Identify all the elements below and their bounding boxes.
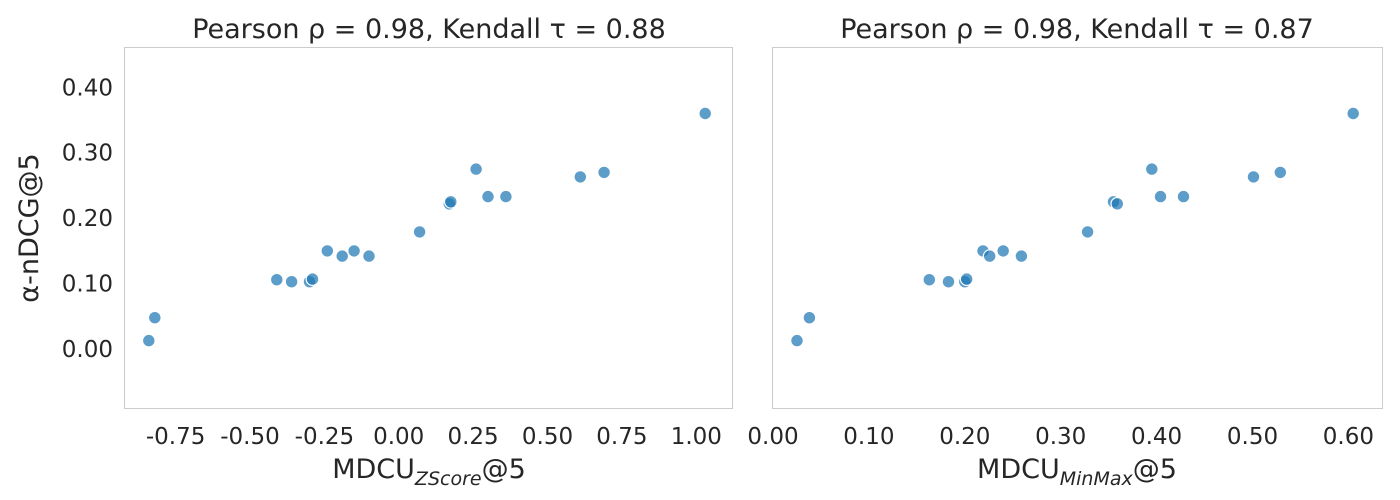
left-data-point bbox=[147, 310, 162, 325]
left-data-point bbox=[320, 243, 335, 258]
left-data-point bbox=[141, 333, 156, 348]
left-y-tick-label: 0.00 bbox=[62, 337, 113, 363]
left-data-point bbox=[362, 249, 376, 264]
left-data-point bbox=[305, 272, 320, 287]
left-panel: Pearson ρ = 0.98, Kendall τ = 0.88 0.000… bbox=[14, 14, 733, 490]
right-chart-title: Pearson ρ = 0.98, Kendall τ = 0.87 bbox=[840, 14, 1314, 45]
left-points bbox=[141, 106, 713, 348]
right-points bbox=[790, 106, 1361, 348]
right-data-point bbox=[1144, 162, 1159, 177]
right-data-point bbox=[1080, 224, 1095, 239]
left-x-tick-label: 0.00 bbox=[373, 424, 424, 450]
left-y-tick-label: 0.30 bbox=[62, 141, 113, 167]
left-y-ticks: 0.00 0.10 0.20 0.30 0.40 bbox=[62, 75, 113, 363]
left-data-point bbox=[412, 224, 427, 239]
right-x-tick-label: 0.30 bbox=[1035, 424, 1086, 450]
left-x-tick-label: 0.25 bbox=[447, 424, 498, 450]
right-data-point bbox=[1014, 249, 1029, 264]
left-data-point bbox=[469, 162, 484, 177]
right-data-point bbox=[982, 249, 997, 264]
left-x-tick-label: -0.50 bbox=[220, 424, 280, 450]
right-data-point bbox=[802, 310, 817, 325]
left-chart-title: Pearson ρ = 0.98, Kendall τ = 0.88 bbox=[192, 14, 666, 45]
right-x-axis-label-base: MDCU bbox=[977, 454, 1060, 485]
right-data-point bbox=[1153, 189, 1168, 204]
left-data-point bbox=[335, 249, 350, 264]
right-data-point bbox=[790, 333, 804, 348]
left-data-point bbox=[499, 189, 513, 204]
right-data-point bbox=[996, 243, 1011, 258]
right-data-point bbox=[1176, 189, 1191, 204]
left-data-point bbox=[347, 243, 362, 258]
left-data-point bbox=[481, 189, 495, 204]
left-x-tick-label: 0.75 bbox=[596, 424, 647, 450]
left-y-tick-label: 0.20 bbox=[62, 206, 113, 232]
right-x-tick-label: 0.10 bbox=[843, 424, 894, 450]
right-data-point bbox=[959, 272, 974, 287]
right-x-tick-label: 0.60 bbox=[1323, 424, 1374, 450]
left-plot-frame bbox=[124, 47, 733, 409]
left-data-point bbox=[284, 274, 299, 289]
left-x-tick-label: -0.25 bbox=[295, 424, 355, 450]
left-data-point bbox=[443, 194, 458, 209]
right-data-point bbox=[1346, 106, 1361, 121]
left-x-tick-label: -0.75 bbox=[146, 424, 206, 450]
right-data-point bbox=[1246, 169, 1261, 184]
left-x-axis-label-subscript: ZScore bbox=[414, 468, 482, 490]
right-x-tick-label: 0.50 bbox=[1227, 424, 1278, 450]
right-x-axis-label-suffix: @5 bbox=[1133, 454, 1177, 485]
left-y-tick-label: 0.10 bbox=[62, 272, 113, 298]
right-data-point bbox=[1110, 196, 1125, 211]
right-data-point bbox=[922, 272, 937, 287]
left-x-axis-label: MDCUZScore@5 bbox=[332, 454, 526, 490]
right-data-point bbox=[941, 274, 956, 289]
right-x-tick-label: 0.20 bbox=[939, 424, 990, 450]
left-x-ticks: -0.75 -0.50 -0.25 0.00 0.25 0.50 0.75 1.00 bbox=[146, 424, 722, 450]
left-data-point bbox=[269, 272, 284, 287]
left-data-point bbox=[597, 165, 611, 180]
left-data-point bbox=[698, 106, 713, 121]
right-panel: Pearson ρ = 0.98, Kendall τ = 0.87 0.00 0… bbox=[747, 14, 1383, 490]
left-x-axis-label-suffix: @5 bbox=[482, 454, 526, 485]
right-x-axis-label: MDCUMinMax@5 bbox=[977, 454, 1177, 490]
right-x-tick-label: 0.40 bbox=[1131, 424, 1182, 450]
right-plot-frame bbox=[772, 47, 1383, 409]
right-data-point bbox=[1273, 165, 1288, 180]
right-x-ticks: 0.00 0.10 0.20 0.30 0.40 0.50 0.60 bbox=[747, 424, 1374, 450]
right-x-tick-label: 0.00 bbox=[747, 424, 798, 450]
left-x-tick-label: 1.00 bbox=[671, 424, 722, 450]
left-x-axis-label-base: MDCU bbox=[332, 454, 415, 485]
left-x-tick-label: 0.50 bbox=[522, 424, 573, 450]
left-y-tick-label: 0.40 bbox=[62, 75, 113, 101]
right-x-axis-label-subscript: MinMax bbox=[1060, 468, 1134, 490]
left-data-point bbox=[573, 169, 588, 184]
left-y-axis-label: α-nDCG@5 bbox=[14, 153, 45, 302]
